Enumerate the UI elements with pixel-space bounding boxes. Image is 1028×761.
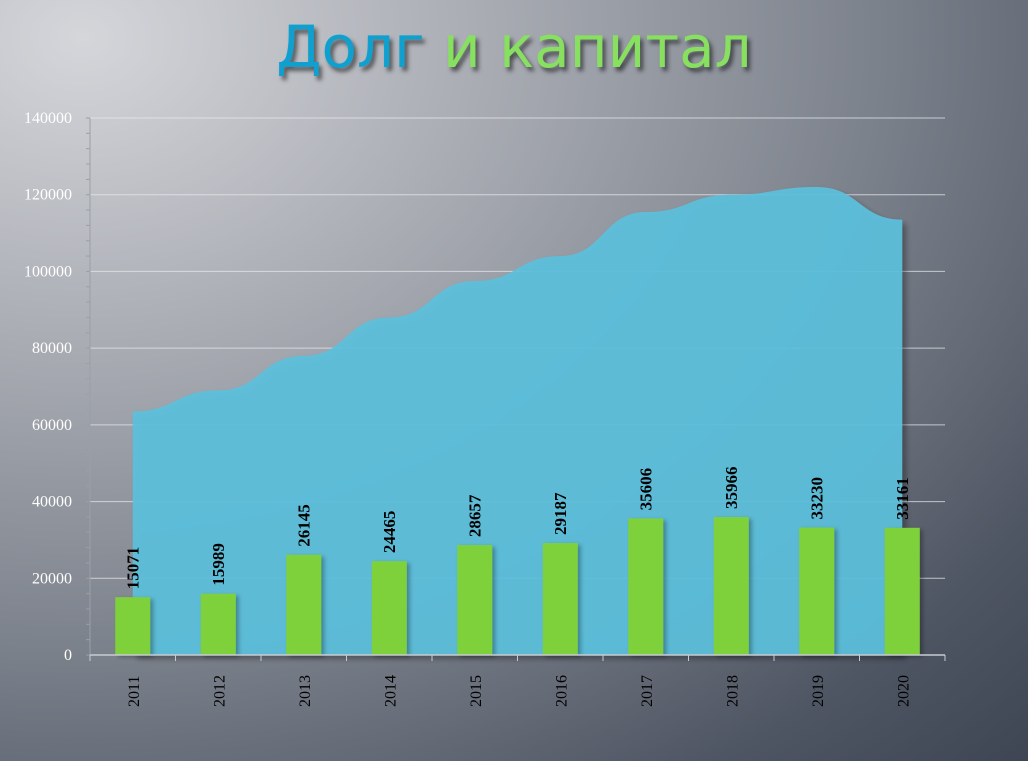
y-axis-ticks: 0 20000 40000 60000 80000 100000 120000 140000 <box>24 110 72 664</box>
x-tick-label: 2017 <box>639 675 656 707</box>
bar-2013 <box>286 554 322 655</box>
chart-title-part1: Долг <box>276 13 425 81</box>
data-label-2014: 24465 <box>380 511 399 554</box>
data-label-2020: 33161 <box>893 477 912 520</box>
x-axis-ticks: 2011 2012 2013 2014 2015 2016 2017 2018 2019 2020 <box>126 675 913 707</box>
bar-2015 <box>457 545 493 655</box>
bar-series <box>115 517 920 655</box>
data-label-2018: 35966 <box>722 467 741 510</box>
x-tick-label: 2011 <box>126 676 143 707</box>
data-label-2013: 26145 <box>295 504 314 547</box>
x-tick-label: 2016 <box>553 675 570 707</box>
bar-2016 <box>542 543 578 655</box>
y-tick-label: 0 <box>64 647 72 664</box>
y-tick-label: 60000 <box>32 417 72 434</box>
data-label-2019: 33230 <box>808 477 827 520</box>
x-tick-label: 2020 <box>895 675 912 707</box>
axes <box>86 117 946 661</box>
data-label-2012: 15989 <box>209 543 228 586</box>
x-tick-label: 2013 <box>297 675 314 707</box>
bar-2012 <box>200 593 236 655</box>
area-series <box>132 187 903 656</box>
data-label-2016: 29187 <box>551 492 570 535</box>
data-labels: 15071 15989 26145 24465 28657 29187 35606 35966… <box>124 467 913 590</box>
y-tick-label: 100000 <box>24 263 72 280</box>
data-label-2015: 28657 <box>466 494 485 537</box>
bar-2018 <box>713 517 749 655</box>
x-tick-label: 2018 <box>724 675 741 707</box>
x-tick-label: 2014 <box>382 675 399 707</box>
y-tick-label: 20000 <box>32 570 72 587</box>
y-tick-label: 80000 <box>32 340 72 357</box>
bar-2011 <box>115 597 151 655</box>
area-series-fill <box>132 187 903 656</box>
bar-2020 <box>884 527 920 655</box>
y-tick-label: 40000 <box>32 494 72 511</box>
x-tick-label: 2015 <box>468 675 485 707</box>
data-label-2011: 15071 <box>124 547 143 590</box>
chart-title: Долг и капитал <box>0 8 1028 86</box>
bar-2014 <box>371 561 407 655</box>
chart-title-part2: и капитал <box>443 13 752 81</box>
data-label-2017: 35606 <box>637 468 656 511</box>
y-tick-label: 120000 <box>24 187 72 204</box>
y-tick-label: 140000 <box>24 110 72 127</box>
x-tick-label: 2012 <box>211 675 228 707</box>
bar-2017 <box>628 518 664 655</box>
x-tick-label: 2019 <box>810 675 827 707</box>
bar-2019 <box>799 527 835 655</box>
